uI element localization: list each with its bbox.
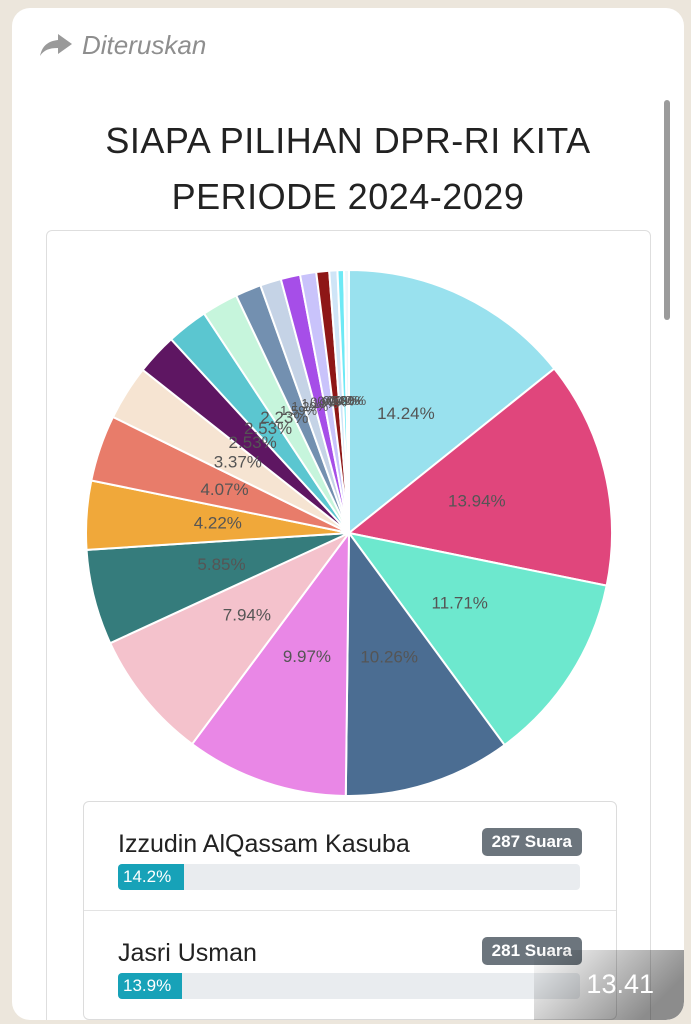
pie-slice[interactable] [346,367,613,587]
slice-label: 2.53% [229,433,277,452]
message-timestamp: 13.41 [586,969,654,999]
slice-label: 10.26% [360,648,418,667]
candidate-list: Izzudin AlQassam Kasuba 287 Suara 14.2% … [83,801,617,1020]
pie-chart: 14.24% 13.94% 11.71% 10.26% 9.97% 7.94% 5.85% 4… [85,268,613,797]
timestamp-shade [534,950,684,1020]
slice-label: 0.50% [323,393,360,408]
message-bubble[interactable]: Diteruskan SIAPA PILIHAN DPR-RI KITA PER… [12,8,684,1020]
slice-label: 0.30% [329,393,366,408]
vote-count-badge: 281 Suara [481,937,582,965]
vote-progress-fill [118,973,183,999]
pie-slice[interactable] [346,531,608,747]
slice-label: 2.53% [244,419,292,438]
vote-percent: 13.9% [123,976,172,995]
poll-title-line-2: PERIODE 2024-2029 [171,176,525,217]
forwarded-label: Diteruskan [82,29,207,60]
slice-label: 1.29% [291,399,328,414]
forwarded-indicator: Diteruskan [38,30,206,60]
pie-slice[interactable] [190,529,351,797]
candidate-row[interactable]: Jasri Usman 281 Suara 13.9% [84,911,616,1019]
vote-progress-track: 14.2% [118,864,580,890]
slice-label: 11.71% [432,593,488,612]
pie-slice[interactable] [108,532,350,746]
pie-slice[interactable] [344,529,506,797]
vote-count-badge: 287 Suara [481,828,582,856]
vote-percent: 14.2% [123,867,172,886]
slice-label: 14.24% [377,404,435,423]
slice-label: 0.79% [317,394,354,409]
slice-label: 4.07% [200,480,248,499]
slice-label: 1.59% [280,403,317,418]
candidate-name: Izzudin AlQassam Kasuba [118,830,410,858]
candidate-row[interactable]: Izzudin AlQassam Kasuba 287 Suara 14.2% [84,802,616,911]
vote-progress-track: 13.9% [118,973,580,999]
slice-label: 3.37% [214,452,262,471]
slice-label: 2.23% [260,408,308,427]
poll-card: 14.24% 13.94% 11.71% 10.26% 9.97% 7.94% 5.85% 4… [46,230,651,1020]
slice-label: 5.85% [197,555,245,574]
slice-label: 4.22% [194,513,242,532]
vote-progress-fill [118,864,184,890]
forward-arrow-icon [40,34,72,56]
poll-title-line-1: SIAPA PILIHAN DPR-RI KITA [105,120,591,161]
pie-slice[interactable] [343,268,350,534]
slice-label: 13.94% [448,492,506,511]
pie-slice[interactable] [348,268,556,536]
slice-label: 7.94% [223,605,271,624]
poll-title: SIAPA PILIHAN DPR-RI KITA PERIODE 2024-2… [48,113,648,225]
slice-label: 1.19% [301,396,338,411]
slice-label: 9.97% [283,647,331,666]
slice-label: 0.40% [326,393,363,408]
candidate-name: Jasri Usman [118,939,257,967]
scrollbar[interactable] [664,100,670,320]
slice-label: 0.99% [310,395,347,410]
